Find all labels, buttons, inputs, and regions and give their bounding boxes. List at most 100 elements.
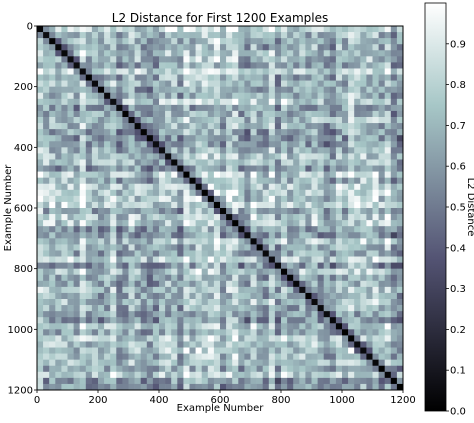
heatmap-cell: [293, 117, 300, 124]
heatmap-cell: [98, 141, 105, 148]
heatmap-cell: [146, 377, 154, 385]
heatmap-cell: [268, 305, 276, 312]
heatmap-cell: [396, 110, 404, 118]
heatmap-cell: [281, 141, 288, 148]
heatmap-cell: [122, 117, 129, 124]
heatmap-cell: [299, 238, 306, 245]
heatmap-cell: [37, 311, 44, 318]
heatmap-cell: [366, 311, 373, 318]
heatmap-cell: [207, 177, 215, 185]
heatmap-cell: [348, 359, 355, 367]
heatmap-cell: [244, 159, 251, 166]
heatmap-cell: [354, 359, 361, 367]
heatmap-cell: [183, 377, 190, 385]
heatmap-cell: [329, 117, 337, 124]
heatmap-cell: [396, 86, 404, 94]
heatmap-cell: [238, 329, 245, 336]
heatmap-cell: [189, 280, 196, 288]
heatmap-cell: [372, 86, 379, 94]
heatmap-cell: [256, 323, 263, 330]
heatmap-cell: [244, 377, 251, 385]
heatmap-cell: [49, 195, 56, 203]
heatmap-cell: [79, 26, 87, 33]
heatmap-cell: [195, 383, 202, 391]
heatmap-cell: [110, 38, 117, 45]
heatmap-cell: [49, 311, 56, 318]
heatmap-cell: [329, 98, 337, 106]
heatmap-cell: [213, 292, 221, 300]
heatmap-cell: [311, 365, 318, 373]
heatmap-cell: [256, 86, 263, 94]
heatmap-cell: [146, 171, 154, 178]
heatmap-cell: [244, 353, 251, 360]
heatmap-cell: [335, 98, 343, 106]
heatmap-cell: [98, 299, 105, 306]
heatmap-cell: [110, 201, 117, 209]
heatmap-cell: [293, 383, 300, 391]
heatmap-cell: [335, 117, 343, 124]
heatmap-cell: [134, 365, 141, 373]
heatmap-cell: [122, 183, 129, 191]
heatmap-cell: [73, 274, 80, 282]
heatmap-cell: [274, 371, 282, 379]
y-tick-label: 800: [14, 264, 33, 275]
heatmap-cell: [171, 80, 178, 87]
heatmap-cell: [213, 232, 221, 239]
heatmap-cell: [177, 250, 184, 257]
heatmap-cell: [244, 110, 251, 118]
heatmap-cell: [189, 311, 196, 318]
heatmap-cell: [256, 371, 263, 379]
heatmap-cell: [37, 147, 44, 154]
heatmap-cell: [98, 353, 105, 360]
heatmap-cell: [256, 68, 263, 75]
heatmap-cell: [244, 220, 251, 227]
heatmap-cell: [98, 250, 105, 257]
heatmap-cell: [372, 232, 379, 239]
heatmap-cell: [104, 74, 111, 81]
heatmap-cell: [91, 323, 99, 330]
heatmap-cell: [384, 68, 392, 75]
heatmap-cell: [287, 44, 294, 51]
heatmap-cell: [110, 171, 117, 178]
heatmap-cell: [98, 147, 105, 154]
heatmap-cell: [250, 74, 257, 81]
heatmap-cell: [61, 317, 68, 324]
heatmap-cell: [250, 26, 257, 33]
heatmap-cell: [238, 80, 245, 87]
heatmap-cell: [177, 189, 184, 197]
heatmap-cell: [128, 86, 135, 94]
heatmap-cell: [98, 292, 105, 300]
heatmap-cell: [67, 32, 74, 39]
heatmap-cell: [183, 299, 190, 306]
heatmap-cell: [201, 147, 209, 154]
heatmap-cell: [104, 44, 111, 51]
heatmap-cell: [366, 371, 373, 379]
heatmap-cell: [274, 183, 282, 191]
heatmap-cell: [73, 226, 80, 233]
heatmap-cell: [98, 262, 105, 269]
heatmap-cell: [250, 214, 257, 221]
heatmap-cell: [85, 165, 93, 172]
heatmap-cell: [262, 250, 270, 257]
heatmap-cell: [195, 256, 202, 263]
heatmap-cell: [323, 353, 331, 360]
heatmap-cell: [195, 347, 202, 354]
heatmap-cell: [85, 62, 93, 69]
heatmap-cell: [366, 335, 373, 342]
heatmap-cell: [98, 226, 105, 233]
heatmap-cell: [43, 232, 50, 239]
heatmap-cell: [311, 26, 318, 33]
heatmap-cell: [366, 62, 373, 69]
heatmap-cell: [354, 341, 361, 348]
heatmap-cell: [317, 201, 324, 209]
heatmap-cell: [43, 62, 50, 69]
heatmap-cell: [232, 268, 239, 276]
heatmap-cell: [220, 335, 227, 342]
heatmap-cell: [98, 183, 105, 191]
heatmap-cell: [49, 262, 56, 269]
heatmap-cell: [354, 183, 361, 191]
heatmap-cell: [146, 26, 154, 33]
heatmap-cell: [189, 305, 196, 312]
heatmap-cell: [91, 335, 99, 342]
heatmap-cell: [79, 104, 87, 112]
